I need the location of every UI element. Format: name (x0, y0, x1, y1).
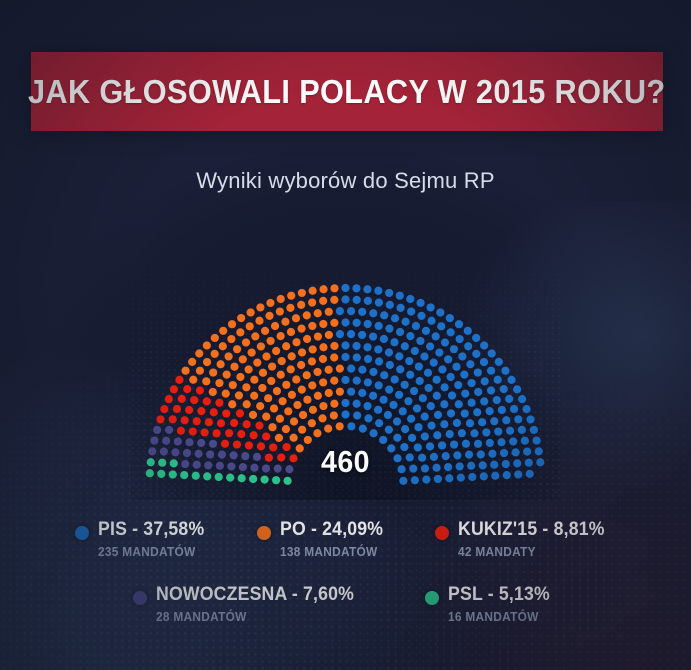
background-vignette (0, 0, 691, 670)
infographic-canvas: JAK GŁOSOWALI POLACY W 2015 ROKU? Wyniki… (0, 0, 691, 670)
